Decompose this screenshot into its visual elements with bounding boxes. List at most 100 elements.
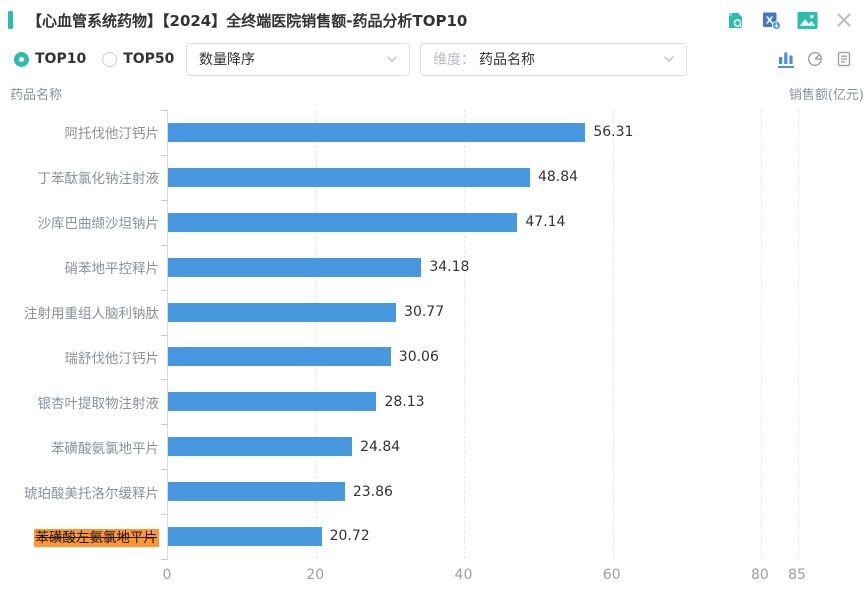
svg-text:X: X [766,15,774,26]
y-tick [161,559,168,560]
bar-track: 47.14 [167,212,798,232]
bar-row: 苯磺酸左氨氯地平片 20.72 [7,514,868,559]
y-tick [161,334,168,336]
toolbar: TOP10 TOP50 数量降序 维度： 药品名称 [0,32,868,76]
radio-checked-icon [14,51,29,67]
bar-track: 30.06 [167,347,798,367]
bar-track: 56.31 [167,122,798,142]
close-icon[interactable] [833,10,854,31]
bar-row: 阿托伐他汀钙片 56.31 [7,110,868,155]
gridline [464,110,466,559]
bar[interactable] [168,392,377,412]
radio-unchecked-icon [102,51,118,67]
title-accent-bar [8,11,13,29]
x-tick-label: 0 [162,567,172,583]
bar-row: 丁苯酞氯化钠注射液 48.84 [7,155,868,200]
bar-chart: 阿托伐他汀钙片 56.31 丁苯酞氯化钠注射液 48.84 沙库巴曲缬沙坦钠片 47.14… [7,110,868,590]
bar-row: 琥珀酸美托洛尔缓释片 23.86 [7,469,868,514]
axis-titles: 药品名称 销售额(亿元) [0,76,868,103]
bar-value-label: 30.77 [404,304,445,320]
y-tick [161,514,168,516]
bar-track: 20.72 [167,526,798,546]
bar-value-label: 56.31 [593,124,634,141]
gridline [316,110,318,559]
sort-select-value: 数量降序 [199,52,255,68]
header-actions: X [725,10,856,31]
category-label[interactable]: 苯磺酸氨氯地平片 [51,440,159,457]
bar-chart-icon[interactable] [778,50,794,68]
y-tick [161,154,168,156]
bar-row: 沙库巴曲缬沙坦钠片 47.14 [7,200,868,245]
bar-value-label: 24.84 [360,438,401,455]
view-switcher [778,50,856,68]
category-label[interactable]: 丁苯酞氯化钠注射液 [37,171,160,188]
x-tick-label: 40 [454,567,473,583]
gridline [612,110,614,559]
dimension-select[interactable]: 维度： 药品名称 [420,42,687,76]
panel-title: 【心血管系统药物】【2024】全终端医院销售额-药品分析TOP10 [27,11,468,30]
bar-row: 银杏叶提取物注射液 28.13 [7,379,868,424]
top10-label: TOP10 [35,51,87,67]
gridline [760,110,762,559]
y-axis-title: 药品名称 [10,88,63,103]
top50-radio[interactable]: TOP50 [102,51,174,67]
sort-select[interactable]: 数量降序 [186,42,410,76]
dimension-select-value: 药品名称 [479,52,535,68]
category-label[interactable]: 苯磺酸左氨氯地平片 [7,526,167,548]
x-tick-label: 20 [306,567,325,583]
x-tick-label: 80 [751,567,769,583]
bar[interactable] [168,526,322,546]
bar-rows: 阿托伐他汀钙片 56.31 丁苯酞氯化钠注射液 48.84 沙库巴曲缬沙坦钠片 47.14… [7,110,868,559]
report-search-icon[interactable] [725,10,746,31]
category-label[interactable]: 硝苯地平控释片 [64,261,160,278]
x-tick-label: 60 [602,567,621,583]
y-tick [161,469,168,471]
x-tick-label: 85 [788,567,806,583]
category-label[interactable]: 沙库巴曲缬沙坦钠片 [37,216,160,233]
y-tick [161,424,168,426]
y-tick [161,379,168,381]
bar[interactable] [168,122,586,142]
bar-row: 苯磺酸氨氯地平片 24.84 [7,424,868,469]
bar[interactable] [168,257,422,277]
bar-row: 瑞舒伐他汀钙片 30.06 [7,334,868,379]
bar[interactable] [168,167,530,187]
x-axis-title: 销售额(亿元) [788,88,864,103]
top50-label: TOP50 [123,51,175,67]
bar-track: 34.18 [167,257,798,277]
bar-value-label: 20.72 [329,528,370,545]
category-label[interactable]: 注射用重组人脑利钠肽 [24,306,159,322]
y-tick [161,289,168,291]
chevron-down-icon [387,56,397,63]
bar-value-label: 28.13 [384,393,425,410]
excel-download-icon[interactable]: X [761,10,782,31]
report-icon[interactable] [836,51,852,67]
bar-value-label: 47.14 [525,214,566,231]
top10-radio[interactable]: TOP10 [14,51,86,67]
category-label[interactable]: 银杏叶提取物注射液 [37,395,160,412]
category-label[interactable]: 阿托伐他汀钙片 [64,126,160,143]
bar-row: 硝苯地平控释片 34.18 [7,245,868,290]
bar[interactable] [168,482,345,502]
bar-track: 24.84 [167,437,798,457]
bar[interactable] [168,302,397,322]
bar-row: 注射用重组人脑利钠肽 30.77 [7,290,868,335]
pie-chart-icon[interactable] [807,51,823,67]
bar[interactable] [168,347,391,367]
bar[interactable] [168,437,353,457]
dimension-prefix: 维度： [433,52,475,68]
bar-track: 28.13 [167,392,798,412]
highlighted-category-label: 苯磺酸左氨氯地平片 [33,529,159,548]
bar-value-label: 23.86 [352,483,393,500]
bar[interactable] [168,212,518,232]
bar-value-label: 34.18 [429,259,470,276]
category-label[interactable]: 琥珀酸美托洛尔缓释片 [24,485,159,502]
y-tick [161,244,168,246]
category-label[interactable]: 瑞舒伐他汀钙片 [64,350,160,367]
gridline [798,110,799,559]
bar-track: 30.77 [167,302,798,322]
bar-track: 48.84 [167,167,798,187]
image-export-icon[interactable] [797,10,818,31]
bar-value-label: 48.84 [537,169,579,186]
